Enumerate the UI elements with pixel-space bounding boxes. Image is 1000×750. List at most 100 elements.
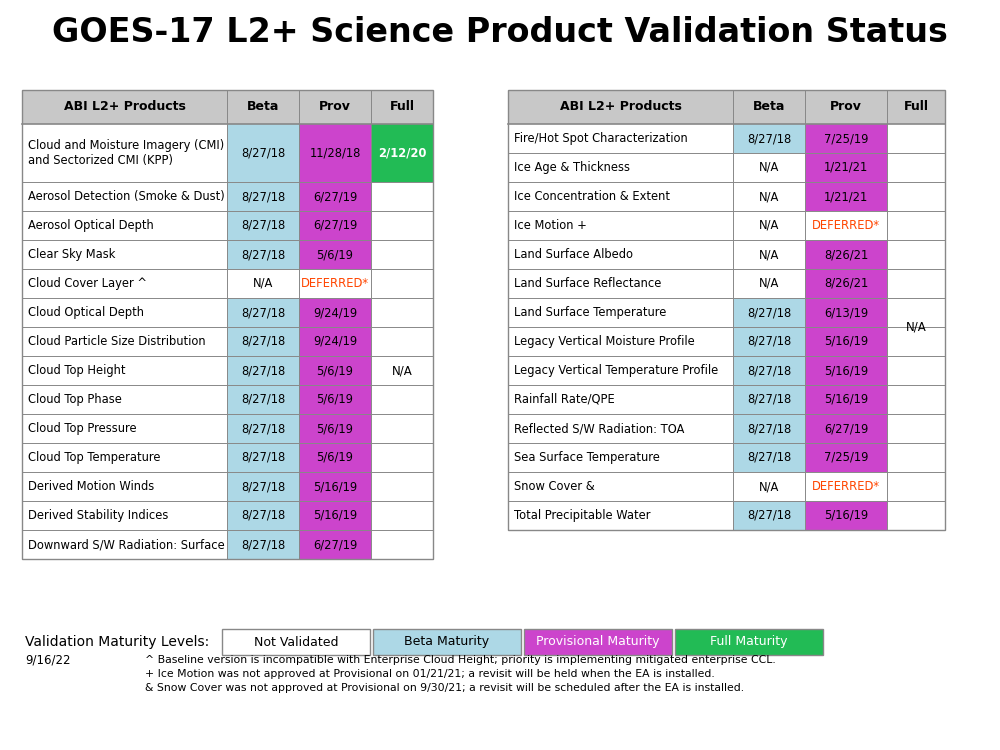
Text: Cloud Top Height: Cloud Top Height — [28, 364, 126, 377]
Text: 5/16/19: 5/16/19 — [824, 393, 868, 406]
Bar — [805, 240, 887, 269]
Text: GOES-17 L2+ Science Product Validation Status: GOES-17 L2+ Science Product Validation S… — [52, 16, 948, 49]
Text: ABI L2+ Products: ABI L2+ Products — [560, 100, 681, 113]
Bar — [733, 240, 805, 269]
Bar — [22, 211, 227, 240]
Bar — [371, 501, 433, 530]
Bar — [733, 414, 805, 443]
Bar — [371, 269, 433, 298]
Bar — [373, 629, 521, 655]
Bar — [733, 443, 805, 472]
Bar — [508, 269, 733, 298]
Text: DEFERRED*: DEFERRED* — [301, 277, 369, 290]
Text: N/A: N/A — [253, 277, 273, 290]
Text: 8/27/18: 8/27/18 — [747, 364, 791, 377]
Text: Legacy Vertical Moisture Profile: Legacy Vertical Moisture Profile — [514, 335, 695, 348]
Text: 5/16/19: 5/16/19 — [824, 364, 868, 377]
Bar — [227, 356, 299, 385]
Bar — [371, 182, 433, 211]
Text: N/A: N/A — [759, 277, 779, 290]
Bar — [22, 530, 227, 559]
Bar — [508, 414, 733, 443]
Bar — [222, 629, 370, 655]
Bar — [371, 530, 433, 559]
Bar — [805, 356, 887, 385]
Text: Snow Cover &: Snow Cover & — [514, 480, 595, 493]
Bar — [508, 443, 733, 472]
Bar — [227, 327, 299, 356]
Text: 5/16/19: 5/16/19 — [313, 509, 357, 522]
Bar — [887, 414, 945, 443]
Text: 8/27/18: 8/27/18 — [241, 451, 285, 464]
Bar — [22, 472, 227, 501]
Bar — [22, 385, 227, 414]
Text: 8/27/18: 8/27/18 — [747, 509, 791, 522]
Bar — [675, 629, 823, 655]
Text: 5/6/19: 5/6/19 — [317, 248, 353, 261]
Text: 8/27/18: 8/27/18 — [241, 480, 285, 493]
Bar — [887, 269, 945, 298]
Bar — [887, 124, 945, 153]
Bar — [733, 385, 805, 414]
Text: 11/28/18: 11/28/18 — [309, 146, 361, 160]
Text: Prov: Prov — [319, 100, 351, 113]
Text: Legacy Vertical Temperature Profile: Legacy Vertical Temperature Profile — [514, 364, 718, 377]
Bar — [508, 90, 945, 124]
Bar — [805, 327, 887, 356]
Text: 6/27/19: 6/27/19 — [824, 422, 868, 435]
Bar — [299, 211, 371, 240]
Text: 6/27/19: 6/27/19 — [313, 190, 357, 203]
Text: Land Surface Temperature: Land Surface Temperature — [514, 306, 666, 319]
Text: 5/16/19: 5/16/19 — [824, 335, 868, 348]
Text: Cloud and Moisture Imagery (CMI)
and Sectorized CMI (KPP): Cloud and Moisture Imagery (CMI) and Sec… — [28, 139, 224, 167]
Bar — [227, 414, 299, 443]
Bar — [227, 385, 299, 414]
Text: 8/26/21: 8/26/21 — [824, 248, 868, 261]
Text: Provisional Maturity: Provisional Maturity — [536, 635, 660, 649]
Bar — [805, 153, 887, 182]
Text: 8/27/18: 8/27/18 — [747, 393, 791, 406]
Bar — [22, 240, 227, 269]
Text: Full: Full — [390, 100, 415, 113]
Bar — [22, 443, 227, 472]
Text: ABI L2+ Products: ABI L2+ Products — [64, 100, 185, 113]
Text: 8/27/18: 8/27/18 — [241, 335, 285, 348]
Text: Aerosol Optical Depth: Aerosol Optical Depth — [28, 219, 154, 232]
Text: Beta: Beta — [753, 100, 785, 113]
Text: Not Validated: Not Validated — [254, 635, 338, 649]
Bar — [371, 472, 433, 501]
Text: N/A: N/A — [759, 161, 779, 174]
Bar — [508, 298, 733, 327]
Text: Sea Surface Temperature: Sea Surface Temperature — [514, 451, 660, 464]
Text: Derived Stability Indices: Derived Stability Indices — [28, 509, 168, 522]
Bar — [805, 269, 887, 298]
Text: 8/27/18: 8/27/18 — [241, 422, 285, 435]
Text: Aerosol Detection (Smoke & Dust): Aerosol Detection (Smoke & Dust) — [28, 190, 225, 203]
Text: Ice Age & Thickness: Ice Age & Thickness — [514, 161, 630, 174]
Bar — [805, 472, 887, 501]
Bar — [805, 124, 887, 153]
Bar — [887, 385, 945, 414]
Bar — [22, 269, 227, 298]
Text: Ice Concentration & Extent: Ice Concentration & Extent — [514, 190, 670, 203]
Bar — [805, 211, 887, 240]
Bar — [299, 472, 371, 501]
Bar — [371, 443, 433, 472]
Text: 8/27/18: 8/27/18 — [241, 538, 285, 551]
Bar — [733, 327, 805, 356]
Text: Cloud Top Temperature: Cloud Top Temperature — [28, 451, 160, 464]
Bar — [887, 298, 945, 327]
Text: 8/27/18: 8/27/18 — [747, 451, 791, 464]
Bar — [887, 327, 945, 356]
Bar — [22, 90, 433, 559]
Text: 8/27/18: 8/27/18 — [241, 190, 285, 203]
Text: N/A: N/A — [759, 248, 779, 261]
Text: ^ Baseline version is incompatible with Enterprise Cloud Height; priority is imp: ^ Baseline version is incompatible with … — [145, 655, 776, 665]
Bar — [299, 298, 371, 327]
Bar — [733, 153, 805, 182]
Text: 5/16/19: 5/16/19 — [824, 509, 868, 522]
Bar — [22, 124, 227, 182]
Bar — [508, 124, 733, 153]
Bar — [887, 211, 945, 240]
Text: Beta: Beta — [247, 100, 279, 113]
